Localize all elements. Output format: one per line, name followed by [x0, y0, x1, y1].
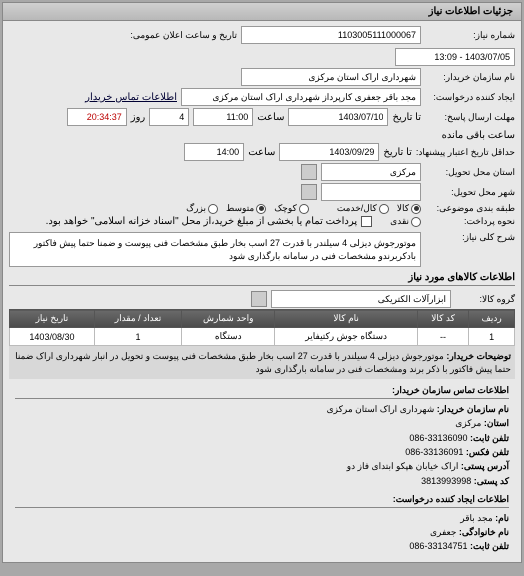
buyer-desc-block: توضیحات خریدار: موتورجوش دیزلی 4 سیلندر …	[9, 346, 515, 379]
delivery-state-label: استان محل تحویل:	[425, 167, 515, 178]
table-row[interactable]: 1 -- دستگاه جوش رکتیفایر دستگاه 1 1403/0…	[10, 328, 515, 346]
buyer-contact-link[interactable]: اطلاعات تماس خریدار	[85, 92, 177, 103]
goods-group-label: گروه کالا:	[455, 294, 515, 305]
buyer-name-field	[241, 68, 421, 86]
phone-val: 33136090-086	[409, 433, 467, 443]
deadline-label: مهلت ارسال پاسخ:	[425, 112, 515, 123]
goods-group-field	[271, 290, 451, 308]
lookup-icon[interactable]	[301, 164, 317, 180]
fax-val: 33136091-086	[405, 447, 463, 457]
desc-text: موتورجوش دیزلی 4 سیلندر با قدرت 27 اسب ب…	[9, 232, 421, 267]
postal-code-lbl: کد پستی:	[474, 476, 509, 486]
col-qty: تعداد / مقدار	[94, 310, 181, 328]
lname-lbl: نام خانوادگی:	[459, 527, 509, 537]
announce-dt-field	[395, 48, 515, 66]
lookup-icon-3[interactable]	[251, 291, 267, 307]
col-date: تاریخ نیاز	[10, 310, 95, 328]
col-row: ردیف	[469, 310, 515, 328]
requester-field	[181, 88, 421, 106]
buyer-name-label: نام سازمان خریدار:	[425, 72, 515, 83]
buyer-desc-text: موتورجوش دیزلی 4 سیلندر با قدرت 27 اسب ب…	[15, 351, 511, 374]
col-name: نام کالا	[275, 310, 417, 328]
packaging-service-radio[interactable]: کال/خدمت	[337, 203, 389, 214]
fax-lbl: تلفن فکس:	[466, 447, 509, 457]
validity-label: حداقل تاریخ اعتبار پیشنهاد:	[416, 147, 515, 158]
validity-time-field	[184, 143, 244, 161]
payment-label: نحوه پرداخت:	[425, 216, 515, 227]
requester-label: ایجاد کننده درخواست:	[425, 92, 515, 103]
desc-title-label: شرح کلی نیاز:	[425, 232, 515, 243]
org-name-val: شهرداری اراک استان مرکزی	[327, 404, 435, 414]
announce-dt-label: تاریخ و ساعت اعلان عمومی:	[130, 30, 237, 41]
packaging-label: طبقه بندی موضوعی:	[425, 203, 515, 214]
lname-val: جعفری	[430, 527, 456, 537]
until-date-label: تا تاریخ	[392, 112, 421, 123]
fname-lbl: نام:	[495, 513, 509, 523]
col-code: کد کالا	[417, 310, 468, 328]
deadline-time-field	[193, 108, 253, 126]
contact-buyer-title: اطلاعات تماس سازمان خریدار:	[15, 383, 509, 398]
goods-table: ردیف کد کالا نام کالا واحد شمارش تعداد /…	[9, 309, 515, 346]
hour-label-2: ساعت	[248, 147, 275, 158]
remain-label: ساعت باقی مانده	[442, 130, 515, 141]
goods-section-title: اطلاعات کالاهای مورد نیاز	[9, 268, 515, 286]
req-phone-lbl: تلفن ثابت:	[470, 541, 509, 551]
contact-requester-title: اطلاعات ایجاد کننده درخواست:	[15, 492, 509, 507]
packaging-goods-radio[interactable]: کالا	[397, 203, 421, 214]
fname-val: مجد باقر	[460, 513, 492, 523]
delivery-state-field	[321, 163, 421, 181]
delivery-city-label: شهر محل تحویل:	[425, 187, 515, 198]
postal-addr-val: اراک خیابان هپکو ابتدای فاز دو	[347, 461, 459, 471]
day-label: روز	[131, 112, 146, 123]
size-medium-radio[interactable]: متوسط	[226, 203, 266, 214]
hour-label-1: ساعت	[257, 112, 284, 123]
postal-code-val: 3813993998	[421, 476, 471, 486]
lookup-icon-2[interactable]	[301, 184, 317, 200]
payment-checkbox[interactable]	[361, 216, 372, 227]
deadline-remain-field	[67, 108, 127, 126]
postal-addr-lbl: آدرس پستی:	[461, 461, 509, 471]
need-no-field	[241, 26, 421, 44]
province-lbl: استان:	[484, 418, 509, 428]
until-date-label-2: تا تاریخ	[383, 147, 412, 158]
packaging-radio-group: کالا کال/خدمت	[337, 203, 421, 214]
validity-date-field	[279, 143, 379, 161]
col-unit: واحد شمارش	[182, 310, 275, 328]
size-large-radio[interactable]: بزرگ	[186, 203, 218, 214]
size-radio-group: کوچک متوسط بزرگ	[186, 203, 309, 214]
contact-block: اطلاعات تماس سازمان خریدار: نام سازمان خ…	[9, 379, 515, 557]
payment-cash-radio[interactable]: نقدی	[390, 216, 421, 227]
panel-body: شماره نیاز: تاریخ و ساعت اعلان عمومی: نا…	[3, 21, 521, 562]
deadline-date-field	[288, 108, 388, 126]
buyer-desc-label: توضیحات خریدار:	[446, 351, 511, 361]
need-details-panel: جزئیات اطلاعات نیاز شماره نیاز: تاریخ و …	[2, 2, 522, 563]
panel-title: جزئیات اطلاعات نیاز	[3, 3, 521, 21]
payment-note: پرداخت تمام یا بخشی از مبلغ خرید،از محل …	[46, 216, 358, 227]
deadline-days-field	[149, 108, 189, 126]
size-small-radio[interactable]: کوچک	[274, 203, 309, 214]
req-phone-val: 33134751-086	[409, 541, 467, 551]
need-no-label: شماره نیاز:	[425, 30, 515, 41]
province-val: مرکزی	[455, 418, 481, 428]
org-name-lbl: نام سازمان خریدار:	[437, 404, 509, 414]
phone-lbl: تلفن ثابت:	[470, 433, 509, 443]
delivery-city-field	[321, 183, 421, 201]
